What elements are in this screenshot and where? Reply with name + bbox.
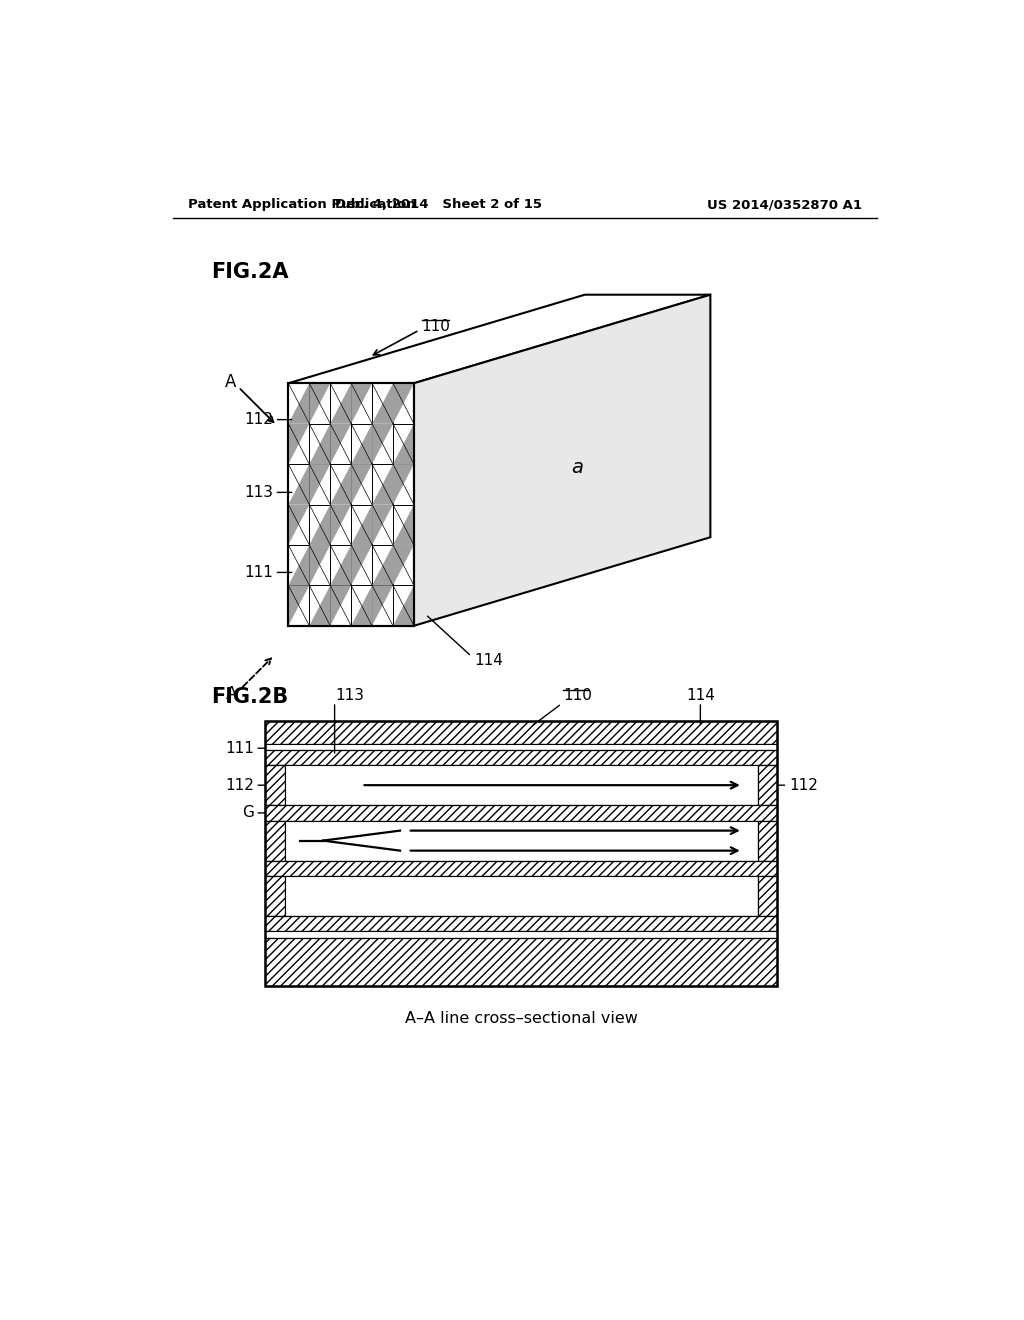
- Polygon shape: [309, 465, 331, 504]
- Text: A: A: [226, 685, 238, 702]
- Polygon shape: [393, 504, 414, 545]
- Polygon shape: [331, 383, 351, 424]
- Text: A–A line cross–sectional view: A–A line cross–sectional view: [404, 1011, 638, 1026]
- Polygon shape: [289, 504, 309, 545]
- Text: Patent Application Publication: Patent Application Publication: [188, 198, 416, 211]
- Polygon shape: [351, 504, 372, 545]
- Polygon shape: [393, 545, 414, 585]
- Polygon shape: [265, 721, 777, 743]
- Text: FIG.2B: FIG.2B: [211, 688, 289, 708]
- Polygon shape: [265, 932, 777, 937]
- Polygon shape: [331, 545, 351, 585]
- Polygon shape: [285, 821, 758, 861]
- Text: 110: 110: [422, 318, 451, 334]
- Polygon shape: [289, 465, 309, 504]
- Polygon shape: [265, 937, 777, 986]
- Polygon shape: [289, 383, 309, 424]
- Polygon shape: [265, 766, 285, 805]
- Polygon shape: [309, 504, 331, 545]
- Polygon shape: [331, 585, 351, 626]
- Polygon shape: [393, 424, 414, 465]
- Text: 113: 113: [336, 688, 365, 704]
- Text: G: G: [242, 805, 254, 821]
- Polygon shape: [265, 821, 285, 861]
- Polygon shape: [351, 545, 372, 585]
- Polygon shape: [331, 465, 351, 504]
- Polygon shape: [372, 465, 393, 504]
- Text: FIG.2A: FIG.2A: [211, 263, 289, 282]
- Text: 111: 111: [225, 741, 254, 756]
- Text: 114: 114: [686, 688, 715, 704]
- Polygon shape: [265, 861, 777, 876]
- Polygon shape: [265, 876, 285, 916]
- Polygon shape: [289, 294, 711, 383]
- Polygon shape: [285, 876, 758, 916]
- Polygon shape: [265, 743, 777, 750]
- Polygon shape: [265, 916, 777, 932]
- Polygon shape: [393, 465, 414, 504]
- Text: 112: 112: [225, 777, 254, 793]
- Polygon shape: [289, 545, 309, 585]
- Polygon shape: [289, 585, 309, 626]
- Polygon shape: [285, 766, 758, 805]
- Text: 111: 111: [244, 565, 273, 579]
- Polygon shape: [372, 383, 393, 424]
- Polygon shape: [351, 424, 372, 465]
- Text: Dec. 4, 2014   Sheet 2 of 15: Dec. 4, 2014 Sheet 2 of 15: [335, 198, 542, 211]
- Polygon shape: [393, 383, 414, 424]
- Polygon shape: [331, 424, 351, 465]
- Polygon shape: [331, 504, 351, 545]
- Polygon shape: [372, 545, 393, 585]
- Polygon shape: [372, 585, 393, 626]
- Polygon shape: [289, 383, 414, 626]
- Polygon shape: [289, 424, 309, 465]
- Polygon shape: [309, 424, 331, 465]
- Polygon shape: [309, 545, 331, 585]
- Text: a: a: [571, 458, 584, 478]
- Text: US 2014/0352870 A1: US 2014/0352870 A1: [707, 198, 862, 211]
- Text: 112: 112: [244, 412, 273, 428]
- Polygon shape: [309, 383, 331, 424]
- Polygon shape: [758, 876, 777, 916]
- Polygon shape: [265, 750, 777, 766]
- Polygon shape: [758, 766, 777, 805]
- Polygon shape: [351, 465, 372, 504]
- Polygon shape: [309, 585, 331, 626]
- Text: 112: 112: [788, 777, 818, 793]
- Text: 114: 114: [474, 653, 503, 668]
- Polygon shape: [758, 821, 777, 861]
- Polygon shape: [372, 504, 393, 545]
- Polygon shape: [372, 424, 393, 465]
- Text: A: A: [224, 372, 237, 391]
- Polygon shape: [351, 383, 372, 424]
- Polygon shape: [265, 805, 777, 821]
- Polygon shape: [414, 294, 711, 626]
- Text: 110: 110: [563, 688, 592, 704]
- Polygon shape: [351, 585, 372, 626]
- Polygon shape: [393, 585, 414, 626]
- Text: 113: 113: [244, 484, 273, 500]
